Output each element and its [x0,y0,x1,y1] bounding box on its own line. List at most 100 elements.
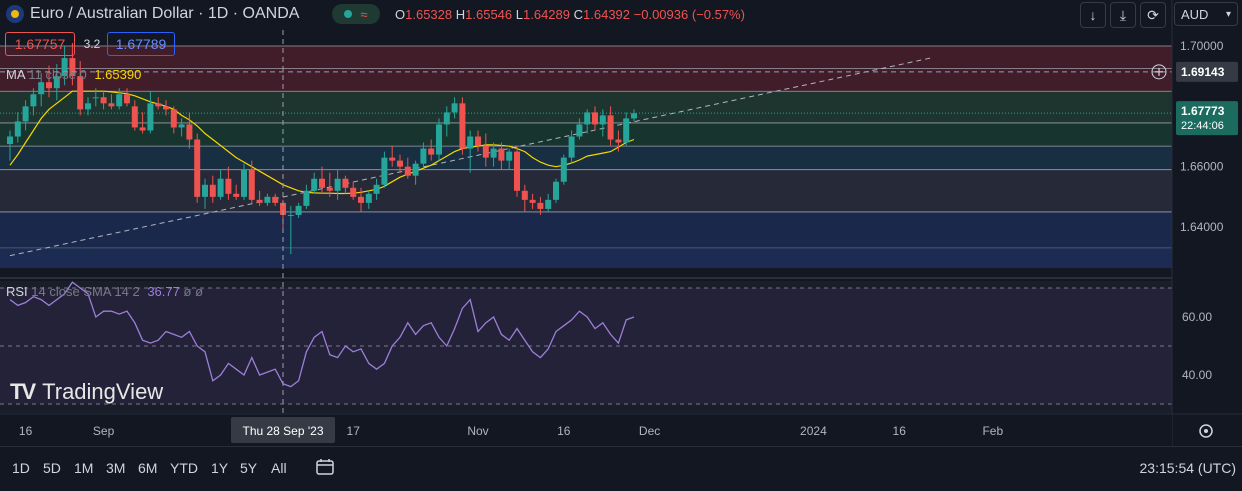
timeframe-1m[interactable]: 1M [74,460,94,476]
candle [233,184,240,200]
candle-body [475,136,481,146]
candle [147,91,154,134]
candle-body [217,178,224,197]
candle [100,91,107,110]
candle [467,130,474,173]
timeframe-all[interactable]: All [271,460,287,476]
crosshair-date-box [231,417,335,443]
candle [287,205,294,255]
candle-body [389,157,396,161]
market-status[interactable]: ≈ [332,4,380,24]
timeframe-6m[interactable]: 6M [138,460,158,476]
candle-body [373,184,380,194]
candle-body [537,202,544,209]
candle [108,94,115,110]
candle-body [194,139,201,197]
candle-body [124,94,130,104]
candle-body [514,151,520,191]
range-zone [0,211,1172,249]
currency-select[interactable]: AUD ▾ [1174,2,1238,26]
timeframe-1y[interactable]: 1Y [211,460,229,476]
candle-body [287,214,294,216]
candle-body [529,199,536,203]
symbol-header[interactable]: Euro / Australian Dollar · 1D · OANDA [6,5,299,23]
candle [202,178,208,209]
candle-body [116,94,123,107]
arrow-down-icon[interactable]: ↓ [1080,2,1106,28]
timeframe-5d[interactable]: 5D [43,460,61,476]
change-value: −0.00936 (−0.57%) [633,7,745,22]
utc-clock[interactable]: 23:15:54 (UTC) [1139,460,1236,476]
candle [319,166,325,194]
tv-logo-icon: TV [10,379,36,404]
timeframe-ytd[interactable]: YTD [170,460,198,476]
high-value: 1.65546 [465,7,513,22]
candle [631,109,637,122]
candle [311,172,318,194]
chevron-down-icon: ▾ [1225,8,1231,20]
gear-hub [1204,429,1208,433]
crosshair-date-label: Thu 28 Sep '23 [242,424,323,438]
collapse-icon[interactable]: ⤓ [1110,2,1136,28]
candle [225,166,232,200]
candle [303,184,310,209]
candle [404,157,411,179]
candle-body [178,124,185,128]
date-range-icon[interactable] [316,458,334,476]
candle [264,193,271,206]
candle-body [264,196,271,203]
candle-body [233,193,240,197]
tradingview-logo: TV TradingView [10,379,163,405]
candle [30,88,37,116]
crosshair-price-box [1176,61,1238,82]
candle-body [498,148,505,161]
status-dot-icon [344,10,353,18]
candle-body [131,106,138,128]
candle-body [92,97,99,99]
price-tick-label: 1.66000 [1180,160,1224,174]
ma-legend[interactable]: MA 11 close 0 1.65390 [6,67,141,82]
candle [475,130,481,152]
candle [77,61,84,116]
candle [272,193,279,206]
candle-body [311,178,318,191]
time-tick-label: Sep [93,424,115,438]
candle-body [38,82,45,95]
candle-body [14,121,21,137]
candle [186,112,193,149]
symbol-title[interactable]: Euro / Australian Dollar · 1D · OANDA [30,5,300,22]
candle [22,100,29,131]
candle [459,97,466,155]
rsi-legend[interactable]: RSI 14 close SMA 14 2 36.77 ø ø [6,284,203,299]
candle-body [443,112,450,125]
candle [537,196,544,215]
candle-body [397,160,403,167]
time-tick-label: 2024 [800,424,827,438]
sell-button[interactable]: 1.67757 [5,32,75,56]
candle [155,97,162,110]
candle-body [599,115,606,125]
candle-body [358,196,364,203]
candle-body [350,187,357,197]
candle-body [436,124,442,155]
candle-body [381,157,388,185]
range-zone [0,46,1172,69]
rsi-extra-1: ø [183,284,192,299]
candle [163,100,169,116]
low-value: 1.64289 [523,7,570,22]
settings-gear-icon [1199,424,1213,438]
timeframe-1d[interactable]: 1D [12,460,30,476]
rsi-label: RSI [6,284,28,299]
currency-label: AUD [1181,6,1209,22]
buy-button[interactable]: 1.67789 [107,32,175,56]
candle-body [607,115,614,140]
candle [607,106,614,146]
refresh-icon[interactable]: ⟳ [1140,2,1166,28]
rsi-background [0,277,1242,413]
timeframe-5y[interactable]: 5Y [240,460,258,476]
candle-body [61,58,68,77]
timeframe-3m[interactable]: 3M [106,460,126,476]
countdown-label: 22:44:06 [1181,120,1224,132]
